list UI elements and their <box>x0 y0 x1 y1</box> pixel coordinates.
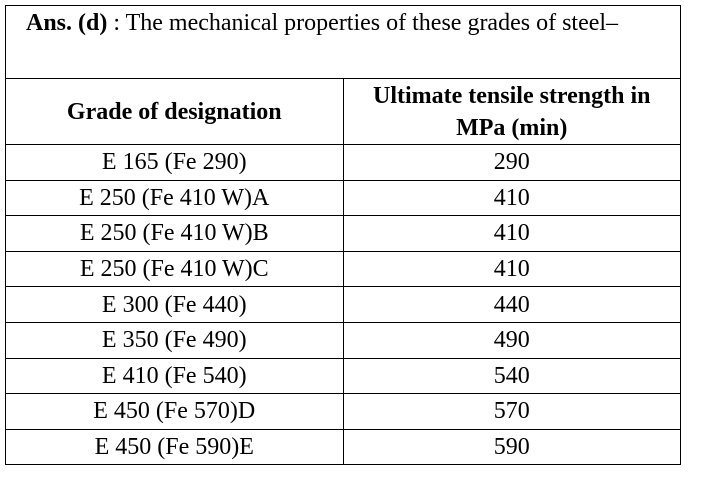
grade-cell: E 300 (Fe 440) <box>5 286 344 323</box>
column-header: Ultimate tensile strength in MPa (min) <box>342 78 681 145</box>
properties-table: Ans. (d) : The mechanical properties of … <box>5 5 681 466</box>
column-header-text: Grade of designation <box>66 98 282 125</box>
column-header-text: Ultimate tensile strength in MPa (min) <box>372 82 651 141</box>
strength-cell: 290 <box>342 144 681 181</box>
grade-cell: E 350 (Fe 490) <box>5 321 344 359</box>
header-row: Grade of designation Ultimate tensile st… <box>5 78 681 145</box>
strength-cell: 540 <box>342 357 681 395</box>
table-row: E 300 (Fe 440) 440 <box>5 286 681 323</box>
strength-cell: 440 <box>342 286 681 323</box>
table-row: E 410 (Fe 540) 540 <box>5 357 681 395</box>
answer-row: Ans. (d) : The mechanical properties of … <box>5 5 681 79</box>
table-body: Ans. (d) : The mechanical properties of … <box>5 5 681 466</box>
grade-cell: E 250 (Fe 410 W)B <box>5 215 344 252</box>
table-row: E 450 (Fe 570)D 570 <box>5 393 681 430</box>
answer-label: Ans. (d) <box>26 10 108 36</box>
strength-cell: 490 <box>342 321 681 359</box>
answer-cell: Ans. (d) : The mechanical properties of … <box>5 5 681 79</box>
table-row: E 350 (Fe 490) 490 <box>5 321 681 359</box>
table-row: E 450 (Fe 590)E 590 <box>5 428 681 466</box>
strength-cell: 410 <box>342 250 681 288</box>
table-row: E 165 (Fe 290) 290 <box>5 144 681 181</box>
grade-cell: E 450 (Fe 570)D <box>5 393 344 430</box>
grade-cell: E 450 (Fe 590)E <box>5 428 344 466</box>
strength-cell: 590 <box>342 428 681 466</box>
column-header: Grade of designation <box>5 78 344 145</box>
strength-cell: 570 <box>342 393 681 430</box>
table-row: E 250 (Fe 410 W)C 410 <box>5 250 681 288</box>
table-row: E 250 (Fe 410 W)B 410 <box>5 215 681 252</box>
grade-cell: E 165 (Fe 290) <box>5 144 344 181</box>
grade-cell: E 250 (Fe 410 W)A <box>5 179 344 217</box>
answer-text: : The mechanical properties of these gra… <box>113 10 619 36</box>
answer-box: Ans. (d) : The mechanical properties of … <box>5 5 681 466</box>
table-row: E 250 (Fe 410 W)A 410 <box>5 179 681 217</box>
strength-cell: 410 <box>342 179 681 217</box>
grade-cell: E 410 (Fe 540) <box>5 357 344 395</box>
strength-cell: 410 <box>342 215 681 252</box>
grade-cell: E 250 (Fe 410 W)C <box>5 250 344 288</box>
